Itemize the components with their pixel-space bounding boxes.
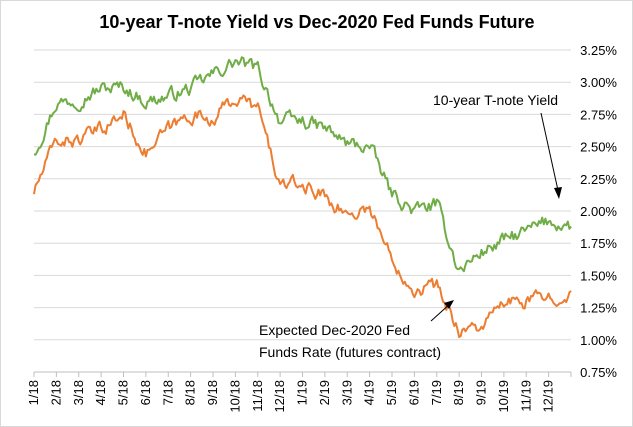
x-tick-label: 3/18 (71, 380, 86, 405)
y-tick-label: 1.25% (580, 301, 617, 316)
y-tick-label: 2.75% (580, 107, 617, 122)
y-tick-label: 2.50% (580, 140, 617, 155)
annotation-10yr-arrowhead (554, 187, 562, 199)
y-axis-tick-labels: 0.75% 1.00% 1.25% 1.50% 1.75% 2.00% 2.25% 2.50%… (580, 43, 617, 380)
x-tick-label: 1/19 (295, 380, 310, 405)
series-line-1 (33, 94, 572, 338)
x-tick-label: 5/18 (116, 380, 131, 405)
annotation-10yr-label: 10-year T-note Yield (433, 92, 558, 108)
x-tick-label: 8/19 (451, 380, 466, 405)
x-axis: 1/18 2/18 3/18 4/18 5/18 6/18 7/18 8/18 9/18 10/1… (26, 371, 572, 413)
x-tick-label: 5/19 (384, 380, 399, 405)
x-tick-label: 4/19 (362, 380, 377, 405)
x-tick-label: 8/18 (183, 380, 198, 405)
x-tick-label: 2/19 (317, 380, 332, 405)
y-tick-label: 1.50% (580, 268, 617, 283)
x-tick-label: 9/18 (205, 380, 220, 405)
x-tick-label: 12/18 (272, 380, 287, 413)
annotation-fedfunds-label-line1: Expected Dec-2020 Fed (259, 322, 410, 338)
gridlines (34, 49, 571, 373)
x-tick-label: 7/18 (160, 380, 175, 405)
x-tick-label: 7/19 (429, 380, 444, 405)
x-tick-label: 12/19 (541, 380, 556, 413)
x-tick-label: 6/18 (138, 380, 153, 405)
y-tick-label: 2.25% (580, 172, 617, 187)
x-tick-label: 10/18 (227, 380, 242, 413)
y-tick-label: 3.25% (580, 43, 617, 58)
x-tick-label: 1/18 (26, 380, 41, 405)
y-tick-label: 1.75% (580, 236, 617, 251)
x-tick-label: 11/19 (518, 380, 533, 412)
chart-title: 10-year T-note Yield vs Dec-2020 Fed Fun… (99, 12, 534, 32)
x-tick-label: 2/18 (48, 380, 63, 405)
x-tick-label: 9/19 (474, 380, 489, 405)
annotation-fedfunds-label-line2: Funds Rate (futures contract) (259, 344, 441, 360)
annotation-10yr-arrow (540, 112, 560, 196)
series-lines (33, 56, 572, 338)
y-tick-label: 2.00% (580, 204, 617, 219)
x-tick-label: 4/18 (93, 380, 108, 405)
x-tick-label: 10/19 (496, 380, 511, 413)
y-tick-label: 3.00% (580, 75, 617, 90)
y-tick-label: 0.75% (580, 365, 617, 380)
y-tick-label: 1.00% (580, 333, 617, 348)
x-tick-label: 3/19 (339, 380, 354, 405)
annotations: 10-year T-note Yield Expected Dec-2020 F… (259, 92, 562, 360)
x-tick-label: 11/18 (250, 380, 265, 412)
annotation-fedfunds-arrowhead (444, 300, 454, 309)
series-line-0 (33, 56, 572, 273)
x-tick-label: 6/19 (406, 380, 421, 405)
